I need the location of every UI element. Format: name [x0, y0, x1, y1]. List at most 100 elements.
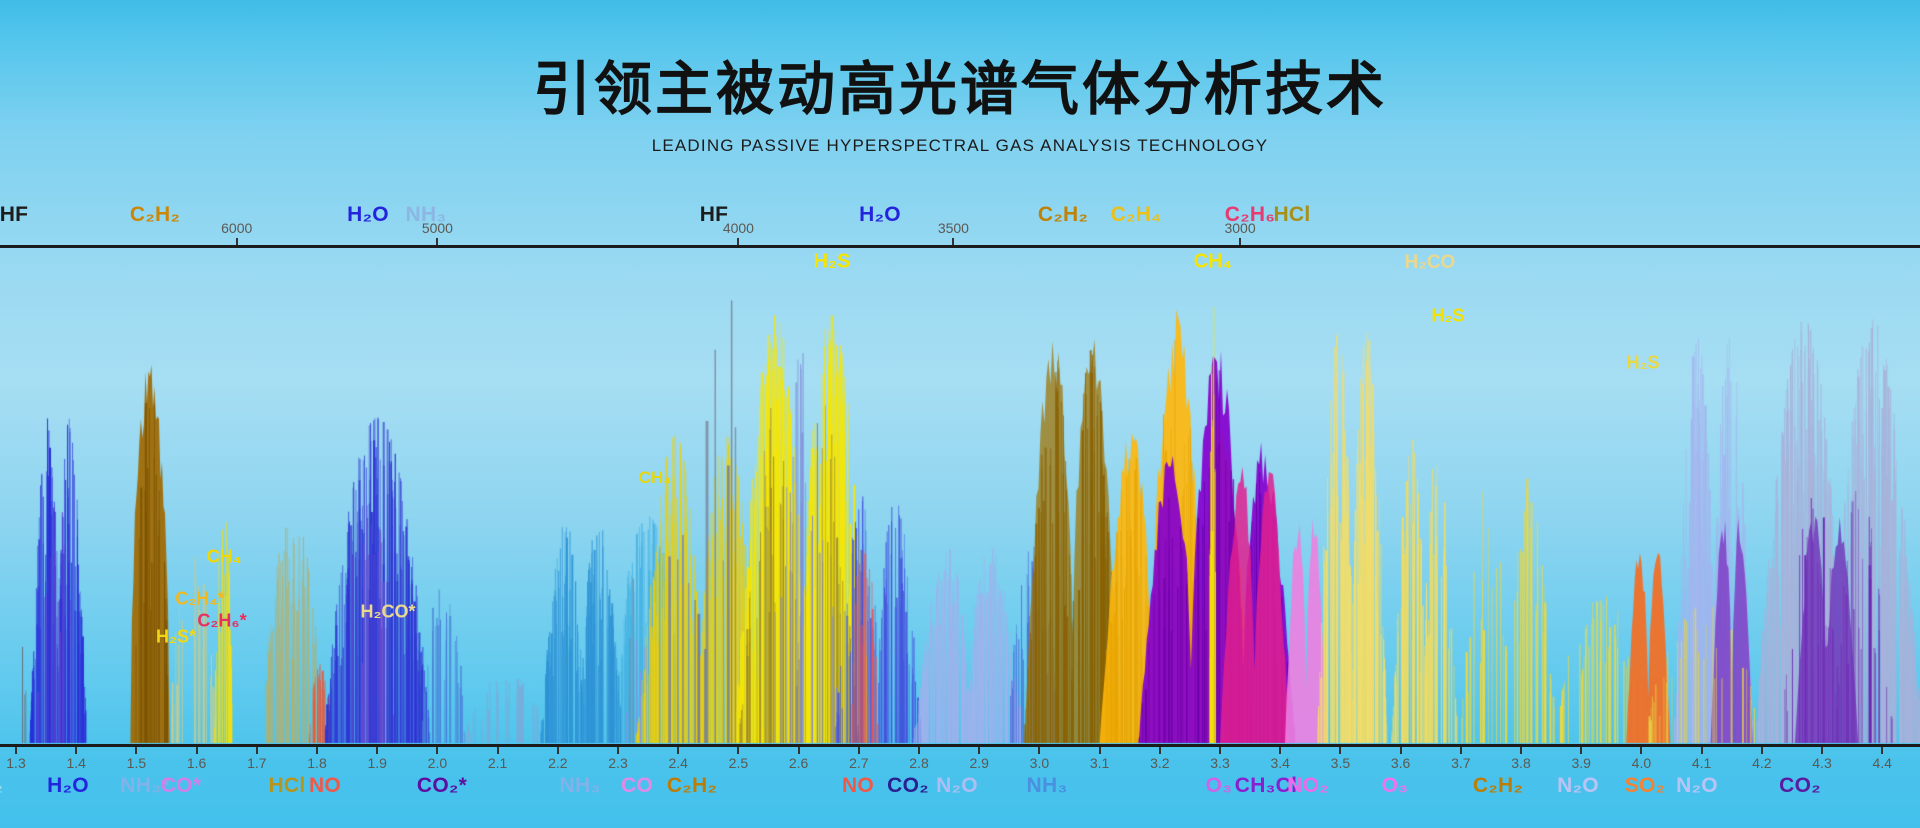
bottom-axis-tick: [1098, 747, 1101, 754]
top-molecule-label: HF: [0, 203, 29, 226]
bottom-axis-tick: [1038, 747, 1041, 754]
bottom-axis-tick-label: 2.0: [427, 755, 448, 771]
bottom-molecule-label: O₃: [1381, 774, 1409, 797]
bottom-molecule-label: NH₃*: [120, 774, 170, 797]
bottom-axis-tick: [15, 747, 17, 754]
top-axis-tick: [737, 238, 740, 245]
bottom-axis-tick-label: 3.4: [1270, 755, 1290, 771]
bottom-axis-tick-label: 1.3: [6, 755, 26, 771]
bottom-axis-tick: [1760, 747, 1763, 754]
bottom-axis-tick-label: 2.6: [788, 755, 809, 771]
bottom-axis-tick: [556, 747, 559, 754]
bottom-axis-tick-label: 1.5: [126, 755, 147, 771]
bottom-molecule-label: N₂O: [1557, 774, 1599, 797]
bottom-axis-tick: [978, 747, 981, 754]
bottom-molecule-label: NO: [308, 774, 342, 797]
bottom-molecule-label: NH₃: [559, 774, 601, 797]
bottom-axis-tick: [1459, 747, 1462, 754]
bottom-axis-tick-label: 2.1: [487, 755, 508, 771]
header: 引领主被动高光谱气体分析技术 LEADING PASSIVE HYPERSPEC…: [0, 0, 1920, 156]
bottom-axis-tick: [1881, 747, 1884, 754]
bottom-molecule-label: C₂H₂: [666, 774, 718, 797]
top-axis-tick: [436, 238, 439, 245]
bottom-axis-tick-label: 2.4: [668, 755, 688, 771]
bottom-axis-tick-label: 4.0: [1631, 755, 1652, 771]
bottom-axis-tick: [857, 747, 860, 754]
plot-molecule-label: CH₄: [206, 546, 242, 567]
top-molecule-label: H₂O: [859, 203, 901, 226]
bottom-molecule-label: N₂O: [1676, 774, 1718, 797]
bottom-axis-tick-label: 3.0: [1029, 755, 1050, 771]
top-molecule-label: C₂H₂: [129, 203, 181, 226]
bottom-molecule-label: CO₂: [1779, 774, 1821, 797]
bottom-axis-tick-label: 3.1: [1089, 755, 1110, 771]
bottom-axis-tick: [1640, 747, 1643, 754]
bottom-molecule-label: CH₃Cl: [1234, 774, 1298, 797]
page-title: 引领主被动高光谱气体分析技术: [532, 57, 1387, 122]
bottom-molecule-label: O₃: [1205, 774, 1233, 797]
top-axis-tick: [1239, 238, 1242, 245]
bottom-axis-tick-label: 3.3: [1210, 755, 1230, 771]
top-axis-tick-label: 3500: [937, 220, 969, 236]
bottom-axis-tick-label: 1.4: [66, 755, 86, 771]
bottom-axis-tick: [135, 747, 138, 754]
bottom-axis-tick-label: 2.2: [548, 755, 568, 771]
bottom-axis-tick-label: 1.7: [247, 755, 267, 771]
bottom-axis-tick: [1339, 747, 1342, 754]
top-molecule-label: C₂H₄: [1110, 203, 1162, 226]
bottom-axis-tick-label: 1.8: [307, 755, 327, 771]
bottom-axis-tick: [1279, 747, 1282, 754]
plot-molecule-label: C₂H₆*: [197, 610, 247, 631]
bottom-molecule-label: N₂O: [936, 774, 978, 797]
bottom-axis-tick: [436, 747, 439, 754]
bottom-axis-tick-label: 3.8: [1511, 755, 1531, 771]
bottom-axis-tick: [1158, 747, 1161, 754]
bottom-axis-tick: [1700, 747, 1703, 754]
bottom-molecule-label: NO: [841, 774, 875, 797]
top-axis-tick-label: 6000: [221, 220, 253, 236]
top-molecule-label: H₂O: [347, 203, 389, 226]
bottom-axis-tick: [496, 747, 499, 754]
bottom-axis-tick: [1399, 747, 1402, 754]
bottom-axis-tick: [1520, 747, 1522, 754]
bottom-axis-tick: [316, 747, 318, 754]
plot-molecule-label: H₂S: [1431, 305, 1465, 326]
bottom-axis-tick-label: 3.9: [1571, 755, 1591, 771]
top-axis-tick-label: 3000: [1224, 220, 1256, 236]
top-axis-tick-label: 5000: [421, 220, 453, 236]
bottom-axis-tick-label: 2.8: [909, 755, 929, 771]
bottom-axis-tick-label: 3.7: [1451, 755, 1471, 771]
plot-molecule-label: H₂S: [813, 250, 851, 273]
bottom-axis-tick-label: 4.2: [1752, 755, 1772, 771]
bottom-axis-tick-label: 2.9: [969, 755, 989, 771]
bottom-molecule-label: CO*: [160, 774, 202, 797]
bottom-molecule-label: HCl: [268, 774, 306, 797]
bottom-axis-tick-label: 3.2: [1150, 755, 1170, 771]
top-molecule-label: NH₃: [405, 203, 447, 226]
bottom-axis-tick: [195, 747, 198, 754]
bottom-molecule-label: NO₂: [1287, 774, 1329, 797]
bottom-axis-tick: [918, 747, 920, 754]
bottom-axis-tick-label: 1.6: [186, 755, 207, 771]
bottom-axis-tick-label: 2.3: [608, 755, 628, 771]
top-axis-tick: [235, 238, 238, 245]
bottom-axis-tick-label: 2.5: [728, 755, 749, 771]
bottom-axis-tick: [737, 747, 740, 754]
top-axis-tick-label: 4000: [722, 220, 754, 236]
bottom-molecule-label: CO₂*: [416, 774, 468, 797]
bottom-axis-tick: [376, 747, 379, 754]
top-molecule-label: HF: [699, 203, 729, 226]
bottom-molecule-label: CO₂: [887, 774, 929, 797]
bottom-axis-tick-label: 4.4: [1872, 755, 1892, 771]
bottom-axis-tick: [75, 747, 78, 754]
top-axis-tick: [952, 238, 955, 245]
plot-molecule-label: CH₄: [1193, 250, 1233, 273]
top-molecule-label: HCl: [1273, 203, 1311, 226]
bottom-axis-tick: [797, 747, 800, 754]
bottom-axis-tick-label: 2.7: [849, 755, 869, 771]
top-molecule-label: C₂H₆: [1224, 203, 1276, 226]
bottom-molecule-label: SO₂: [1624, 774, 1666, 797]
